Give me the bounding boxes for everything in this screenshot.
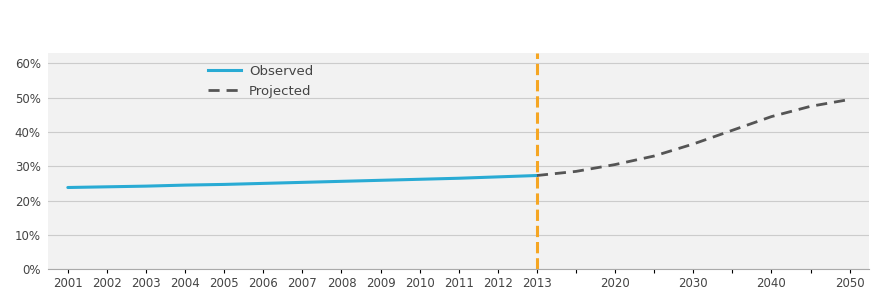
Legend: Observed, Projected: Observed, Projected <box>203 60 318 103</box>
Text: Figure 1.1. Old-age dependency ratio: 2001-2013 figures and projection to 2050: Figure 1.1. Old-age dependency ratio: 20… <box>9 16 673 31</box>
